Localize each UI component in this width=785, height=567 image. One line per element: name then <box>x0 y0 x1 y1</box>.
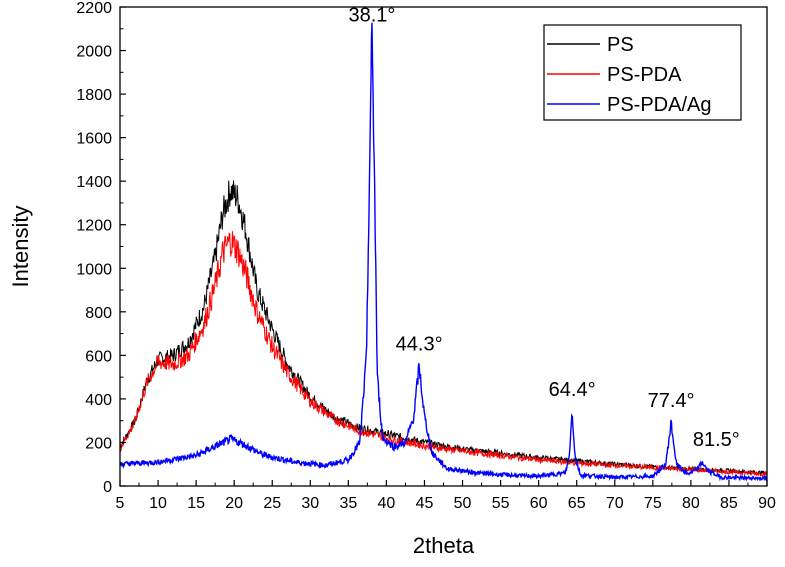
x-tick-label: 60 <box>530 495 548 512</box>
y-tick-label: 2200 <box>76 0 112 17</box>
y-axis-label: Intensity <box>8 206 33 288</box>
y-tick-label: 1800 <box>76 87 112 104</box>
x-tick-label: 15 <box>187 495 205 512</box>
peak-label: 64.4° <box>549 379 596 401</box>
y-tick-label: 1000 <box>76 261 112 278</box>
x-tick-label: 45 <box>416 495 434 512</box>
x-tick-label: 30 <box>301 495 319 512</box>
x-tick-label: 55 <box>492 495 510 512</box>
peak-label: 38.1° <box>348 4 395 26</box>
x-axis-label: 2theta <box>413 533 475 558</box>
y-tick-label: 2000 <box>76 44 112 61</box>
x-tick-label: 75 <box>644 495 662 512</box>
peak-label: 77.4° <box>648 390 695 412</box>
x-tick-label: 10 <box>149 495 167 512</box>
legend: PS PS-PDA PS-PDA/Ag <box>543 24 742 121</box>
peak-label: 81.5° <box>693 429 740 451</box>
y-tick-label: 1400 <box>76 174 112 191</box>
legend-label: PS-PDA/Ag <box>607 94 711 116</box>
x-tick-label: 85 <box>720 495 738 512</box>
x-tick-label: 90 <box>758 495 776 512</box>
y-tick-label: 1200 <box>76 218 112 235</box>
legend-label: PS <box>607 34 634 56</box>
y-tick-label: 400 <box>85 392 112 409</box>
x-tick-label: 40 <box>378 495 396 512</box>
x-tick-label: 5 <box>116 495 125 512</box>
y-axis-ticks: 0 200 400 600 800 1000 1200 1400 1600 1800 2000 220… <box>76 0 126 496</box>
y-tick-label: 1600 <box>76 131 112 148</box>
x-tick-label: 25 <box>263 495 281 512</box>
x-tick-label: 70 <box>606 495 624 512</box>
y-tick-label: 200 <box>85 435 112 452</box>
series-layer <box>119 22 768 482</box>
x-tick-label: 50 <box>454 495 472 512</box>
y-tick-label: 0 <box>103 479 112 496</box>
x-tick-label: 35 <box>339 495 357 512</box>
x-tick-label: 80 <box>682 495 700 512</box>
y-tick-label: 600 <box>85 348 112 365</box>
peak-annotations: 38.1° 44.3° 64.4° 77.4° 81.5° <box>348 4 739 451</box>
x-tick-label: 20 <box>225 495 243 512</box>
y-tick-label: 800 <box>85 305 112 322</box>
peak-label: 44.3° <box>396 333 443 355</box>
series-line-1 <box>119 231 768 478</box>
x-axis-ticks: 5 10 15 20 25 30 35 40 45 50 55 60 65 70 75 80 85 90 <box>116 480 776 512</box>
series-line-2 <box>119 22 768 482</box>
x-tick-label: 65 <box>568 495 586 512</box>
legend-label: PS-PDA <box>607 64 682 86</box>
